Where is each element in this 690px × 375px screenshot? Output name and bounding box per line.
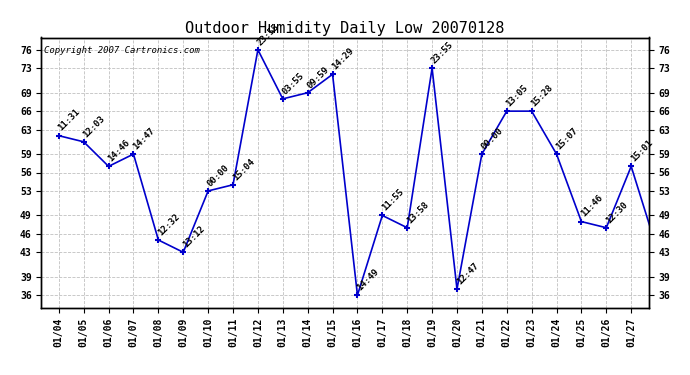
Text: 13:05: 13:05: [504, 83, 530, 108]
Text: 23:55: 23:55: [256, 22, 281, 47]
Text: 13:12: 13:12: [181, 224, 206, 249]
Title: Outdoor Humidity Daily Low 20070128: Outdoor Humidity Daily Low 20070128: [186, 21, 504, 36]
Text: 09:59: 09:59: [306, 64, 331, 90]
Text: Copyright 2007 Cartronics.com: Copyright 2007 Cartronics.com: [44, 46, 200, 55]
Text: 12:03: 12:03: [81, 114, 107, 139]
Text: 15:28: 15:28: [529, 83, 555, 108]
Text: 00:00: 00:00: [480, 126, 505, 152]
Text: 11:31: 11:31: [57, 108, 82, 133]
Text: 11:55: 11:55: [380, 187, 406, 213]
Text: 15:01: 15:01: [629, 138, 654, 164]
Text: 14:47: 14:47: [131, 126, 157, 152]
Text: 23:55: 23:55: [430, 40, 455, 65]
Text: 12:30: 12:30: [604, 200, 629, 225]
Text: 14:49: 14:49: [355, 267, 381, 292]
Text: 4:07: 4:07: [0, 374, 1, 375]
Text: 15:07: 15:07: [554, 126, 580, 152]
Text: 03:55: 03:55: [281, 71, 306, 96]
Text: 14:46: 14:46: [106, 138, 132, 164]
Text: 15:04: 15:04: [231, 157, 256, 182]
Text: 12:47: 12:47: [455, 261, 480, 286]
Text: 11:46: 11:46: [579, 194, 604, 219]
Text: 14:29: 14:29: [331, 46, 356, 72]
Text: 13:58: 13:58: [405, 200, 431, 225]
Text: 12:32: 12:32: [156, 212, 181, 237]
Text: 00:00: 00:00: [206, 163, 231, 188]
